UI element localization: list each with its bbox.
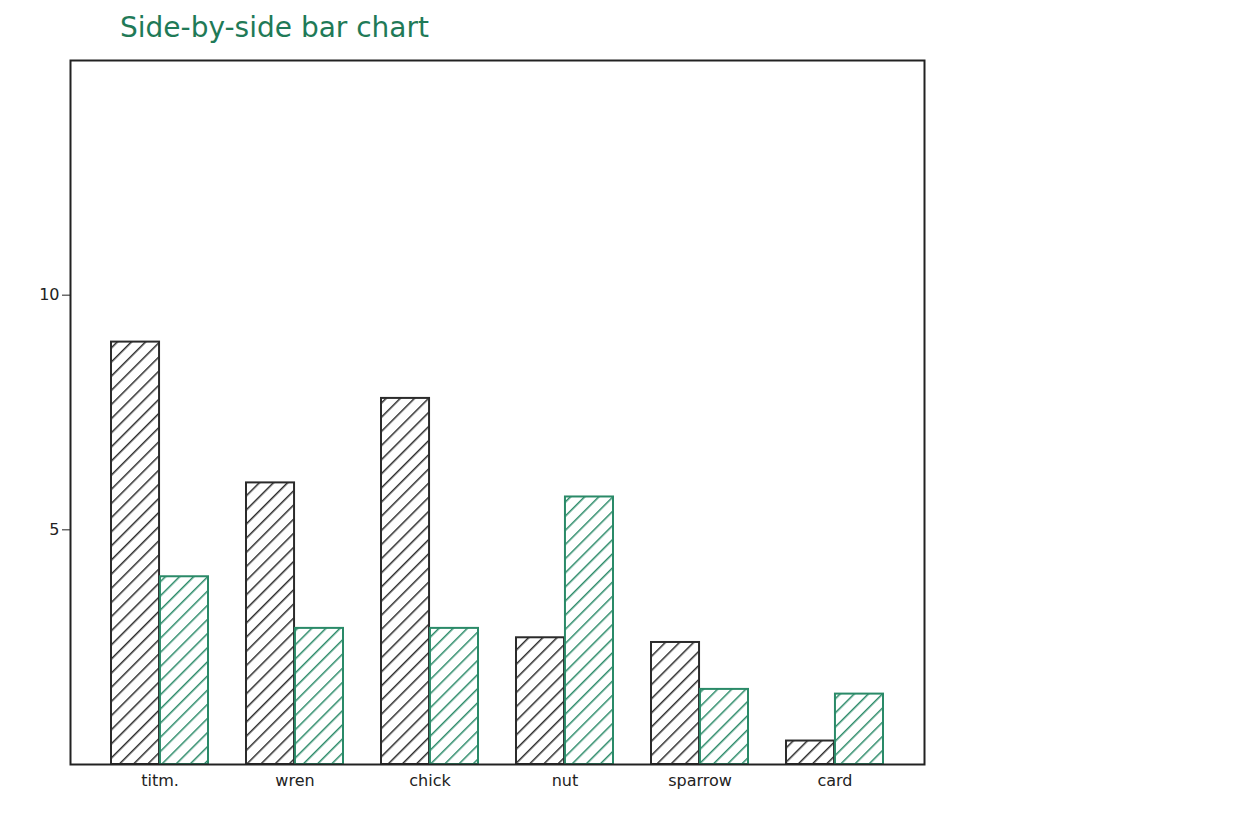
svg-text:5: 5	[49, 520, 59, 539]
svg-text:nut: nut	[552, 771, 579, 790]
svg-text:card: card	[817, 771, 852, 790]
svg-text:titm.: titm.	[141, 771, 179, 790]
html-text:Side-by-side bar chart: Side-by-side bar chart	[120, 11, 429, 44]
svg-text:10: 10	[39, 285, 59, 304]
svg-text:wren: wren	[275, 771, 314, 790]
svg-text:sparrow: sparrow	[668, 771, 732, 790]
svg-text:chick: chick	[409, 771, 451, 790]
